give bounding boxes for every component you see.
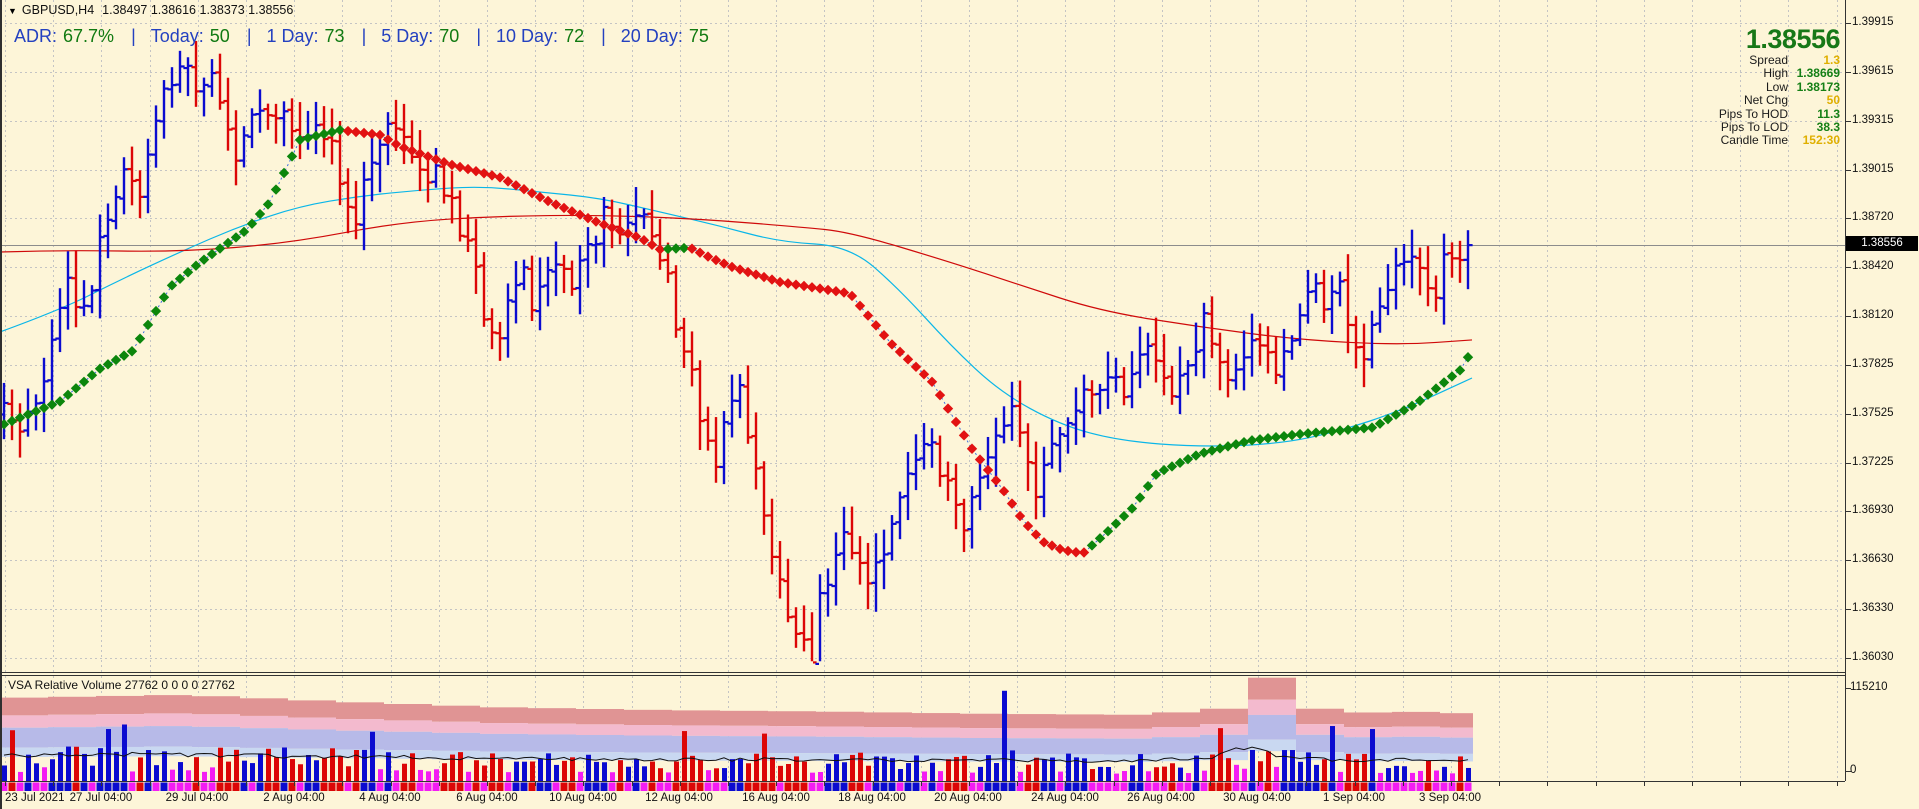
ohlc-bars <box>0 40 1473 666</box>
volume-bands <box>0 677 1473 762</box>
volume-average-line <box>3 746 1469 763</box>
price-tick-label: 1.37525 <box>1852 407 1894 419</box>
price-tick-label: 1.38420 <box>1852 260 1894 272</box>
symbol-dropdown-icon[interactable]: ▼ <box>8 6 17 16</box>
price-tick-label: 1.36930 <box>1852 504 1894 516</box>
grid-lines <box>0 0 1845 781</box>
pane-borders-and-ticks <box>0 0 1851 809</box>
volume-bars <box>2 690 1471 781</box>
price-tick-label: 1.37825 <box>1852 358 1894 370</box>
price-tick-label: 1.38720 <box>1852 211 1894 223</box>
price-tick-label: 1.36330 <box>1852 602 1894 614</box>
price-tick-label: 1.36030 <box>1852 651 1894 663</box>
price-axis[interactable]: 1.39915 1.39615 1.39315 1.39015 1.38720 1.384… <box>1848 0 1919 781</box>
price-tick-label: 1.39615 <box>1852 65 1894 77</box>
price-tick-label: 1.38120 <box>1852 309 1894 321</box>
price-tick-label: 1.39015 <box>1852 163 1894 175</box>
price-tick-label: 1.37225 <box>1852 456 1894 468</box>
price-tick-label: 1.39915 <box>1852 16 1894 28</box>
price-tick-label: 1.36630 <box>1852 553 1894 565</box>
volume-color-ribbon <box>0 782 1472 791</box>
price-tick-label: 1.39315 <box>1852 114 1894 126</box>
trend-diamond-trail <box>0 124 1474 558</box>
